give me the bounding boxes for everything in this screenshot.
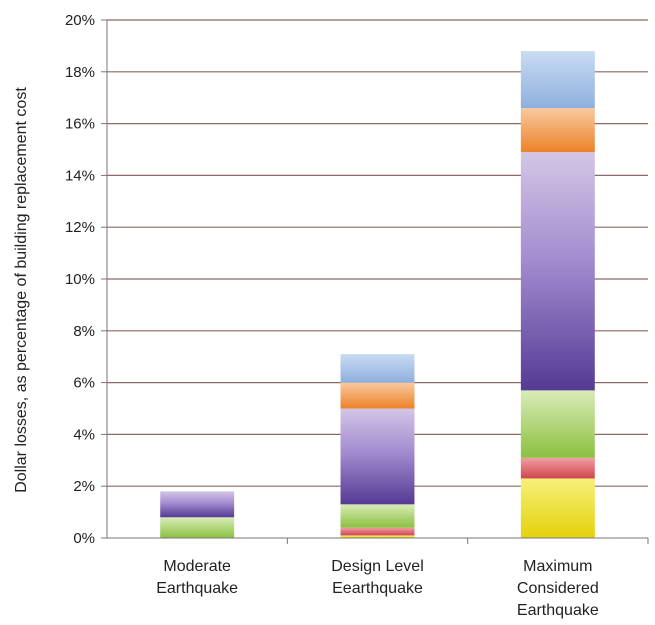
bar-segment xyxy=(520,457,595,479)
category-label: Moderate Earthquake xyxy=(156,558,238,597)
bar-segment xyxy=(520,390,595,458)
category-labels: Moderate Earthquake Design Level Eearthquak… xyxy=(156,558,599,619)
bar-segment xyxy=(340,382,415,409)
y-tick-label: 18% xyxy=(65,64,95,81)
bar-segment xyxy=(340,527,415,536)
bar-segment xyxy=(340,354,415,383)
y-tick-label: 0% xyxy=(73,530,95,547)
y-tick-label: 14% xyxy=(65,167,95,184)
bars xyxy=(160,51,595,538)
y-tick-labels: 0% 2% 4% 6% 8% 10% 12% 14% 16% 18% 20% xyxy=(65,12,95,547)
y-axis-label: Dollar losses, as percentage of building… xyxy=(13,87,30,493)
axes xyxy=(106,20,649,544)
bar-segment xyxy=(520,108,595,153)
bar-segment xyxy=(340,408,415,505)
bar-segment xyxy=(520,51,595,109)
bar-segment xyxy=(160,491,235,518)
y-tick-label: 6% xyxy=(73,375,95,392)
bar-segment xyxy=(340,535,415,538)
category-label: Design Level Eearthquake xyxy=(331,558,424,597)
y-tick-label: 20% xyxy=(65,12,95,29)
y-tick-label: 10% xyxy=(65,271,95,288)
y-tick-label: 16% xyxy=(65,116,95,133)
bar-segment xyxy=(160,517,235,538)
bar-segment xyxy=(520,478,595,538)
bar-segment xyxy=(340,504,415,528)
y-tick-label: 4% xyxy=(73,426,95,443)
y-tick-label: 2% xyxy=(73,478,95,495)
y-tick-label: 12% xyxy=(65,219,95,236)
bar-segment xyxy=(520,152,595,391)
y-tick-label: 8% xyxy=(73,323,95,340)
category-label: Maximum Considered Earthquake xyxy=(517,558,599,619)
